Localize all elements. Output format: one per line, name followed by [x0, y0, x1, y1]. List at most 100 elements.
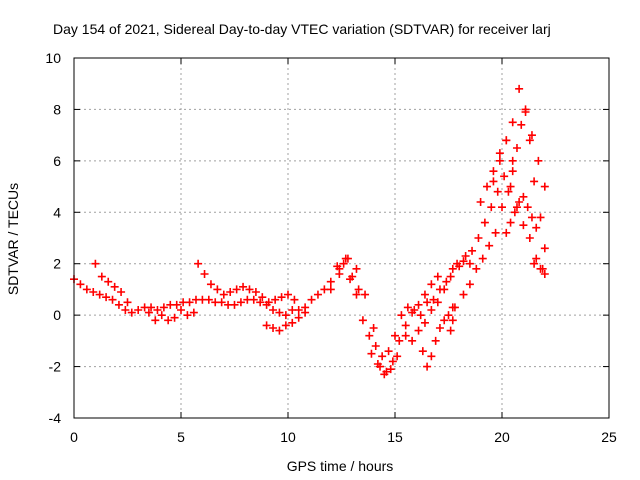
- data-point-marker: [352, 290, 361, 299]
- y-tick-label: 4: [53, 204, 61, 220]
- data-point-marker: [393, 352, 402, 361]
- data-point-marker: [206, 280, 215, 289]
- data-point-marker: [189, 308, 198, 317]
- data-point-marker: [530, 177, 539, 186]
- data-point-marker: [508, 118, 517, 127]
- data-point-marker: [134, 306, 143, 314]
- plot-frame: [73, 57, 610, 419]
- data-point-marker: [487, 203, 496, 212]
- data-point-marker: [431, 336, 440, 345]
- data-point-marker: [420, 318, 429, 327]
- y-axis-label: SDTVAR / TECUs: [5, 183, 21, 295]
- data-point-marker: [326, 285, 335, 294]
- data-point-marker: [269, 306, 278, 314]
- x-tick-label: 0: [70, 429, 78, 445]
- data-point-marker: [271, 295, 280, 304]
- data-point-marker: [459, 257, 468, 266]
- data-point-marker: [97, 272, 106, 281]
- data-point-marker: [185, 298, 194, 307]
- data-point-marker: [104, 277, 113, 286]
- data-point-marker: [495, 149, 504, 158]
- data-point-marker: [232, 285, 241, 294]
- data-point-marker: [450, 303, 459, 312]
- data-point-marker: [485, 241, 494, 250]
- data-point-marker: [157, 311, 166, 320]
- data-point-marker: [95, 290, 104, 299]
- data-point-marker: [313, 290, 322, 299]
- data-point-marker: [517, 120, 526, 129]
- data-point-marker: [365, 331, 374, 340]
- data-point-marker: [294, 313, 303, 322]
- x-tick-label: 10: [280, 429, 296, 445]
- data-point-marker: [251, 288, 260, 296]
- data-point-marker: [536, 264, 545, 273]
- data-point-marker: [510, 208, 519, 217]
- x-axis-label: GPS time / hours: [287, 458, 394, 474]
- data-point-marker: [147, 303, 156, 312]
- data-point-marker: [307, 295, 316, 304]
- data-point-marker: [508, 167, 517, 176]
- data-point-marker: [114, 300, 123, 309]
- data-point-marker: [358, 316, 367, 325]
- data-point-marker: [502, 136, 511, 145]
- data-point-marker: [519, 192, 528, 201]
- data-point-marker: [534, 156, 543, 165]
- y-tick-label: 6: [53, 153, 61, 169]
- data-point-marker: [177, 306, 185, 314]
- data-point-marker: [418, 347, 427, 356]
- data-point-marker: [290, 295, 299, 304]
- data-point-marker: [506, 218, 515, 227]
- data-point-marker: [423, 298, 432, 307]
- data-point-marker: [506, 182, 515, 191]
- data-point-marker: [442, 277, 451, 286]
- data-point-marker: [262, 321, 271, 330]
- data-point-marker: [380, 370, 389, 379]
- data-point-marker: [472, 264, 481, 273]
- data-point-marker: [110, 282, 119, 291]
- data-point-marker: [348, 272, 357, 281]
- data-point-marker: [200, 270, 209, 278]
- data-point-marker: [414, 326, 423, 335]
- data-point-marker: [256, 298, 265, 307]
- data-point-marker: [352, 264, 361, 273]
- data-point-marker: [508, 156, 517, 165]
- data-point-marker: [427, 280, 436, 289]
- data-point-marker: [523, 203, 532, 212]
- data-point-marker: [502, 228, 511, 237]
- data-point-marker: [519, 221, 528, 230]
- data-point-marker: [433, 272, 442, 281]
- data-point-marker: [294, 306, 303, 314]
- y-tick-label: 0: [53, 307, 61, 323]
- data-point-marker: [448, 316, 457, 325]
- data-point-marker: [495, 156, 504, 165]
- x-tick-label: 25: [601, 429, 617, 445]
- data-point-marker: [164, 316, 173, 325]
- data-point-marker: [540, 244, 549, 253]
- data-point-marker: [183, 311, 192, 320]
- data-point-marker: [339, 259, 348, 268]
- data-point-marker: [515, 198, 524, 206]
- y-tick-label: -4: [49, 410, 62, 426]
- x-tick-label: 20: [494, 429, 510, 445]
- data-point-marker: [367, 349, 376, 358]
- data-point-marker: [258, 293, 267, 302]
- data-point-marker: [151, 316, 160, 325]
- y-tick-label: -2: [49, 359, 62, 375]
- data-point-marker: [194, 259, 203, 268]
- data-point-marker: [401, 321, 410, 330]
- data-point-marker: [281, 321, 290, 330]
- data-point-marker: [76, 280, 85, 289]
- data-point-marker: [275, 308, 284, 317]
- data-point-marker: [504, 187, 513, 196]
- data-point-marker: [468, 246, 477, 255]
- data-point-marker: [144, 308, 153, 317]
- data-point-marker: [153, 306, 162, 314]
- data-point-marker: [521, 108, 530, 116]
- data-point-marker: [391, 331, 399, 340]
- data-point-marker: [465, 259, 474, 268]
- data-point-marker: [491, 228, 500, 237]
- data-point-marker: [527, 131, 536, 140]
- data-point-marker: [532, 254, 541, 263]
- data-point-marker: [108, 295, 117, 304]
- data-point-marker: [478, 254, 487, 263]
